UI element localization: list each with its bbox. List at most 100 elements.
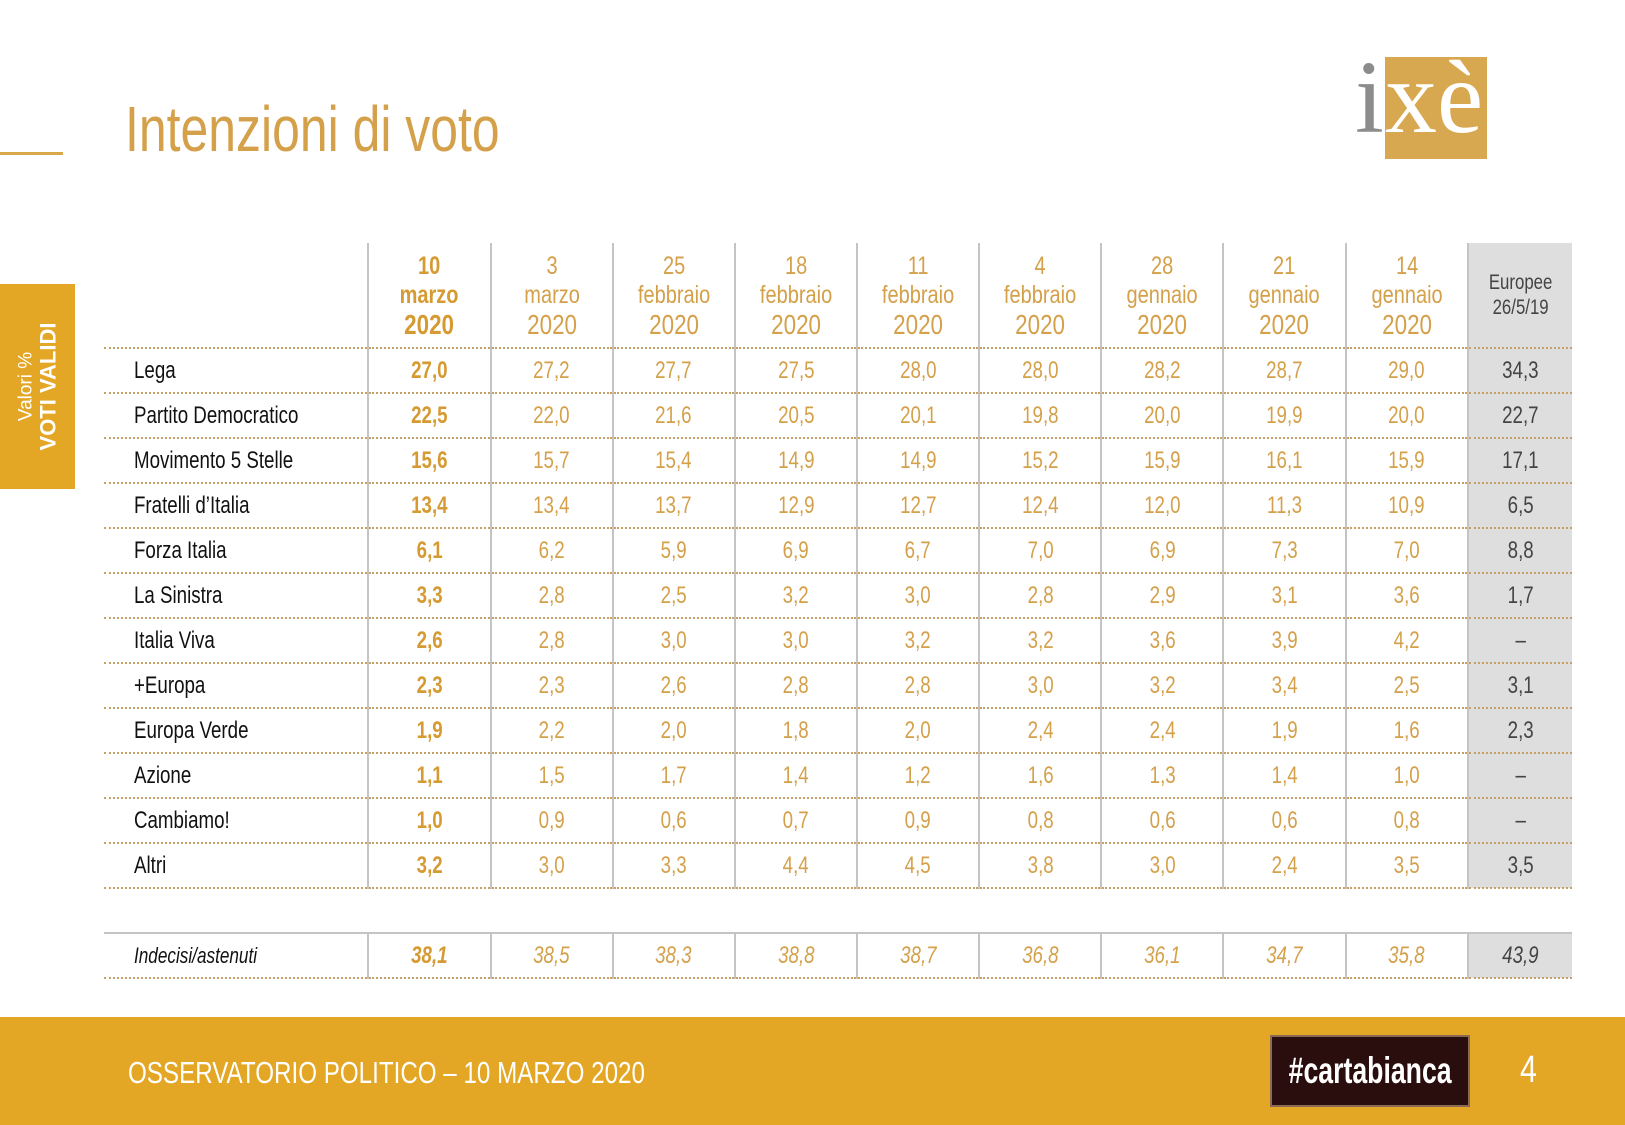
value-cell-europee: –: [1466, 798, 1572, 844]
header-party: [104, 243, 369, 349]
side-tab-line1: Valori %: [14, 351, 36, 422]
party-name: Cambiamo!: [104, 798, 369, 844]
value-cell: 3,2: [855, 618, 980, 664]
header-year: 2020: [1259, 308, 1310, 340]
undecided-row: Indecisi/astenuti 38,1 38,5 38,3 38,8 38,7 36,…: [104, 932, 1572, 979]
value-cell-current: 27,0: [367, 348, 491, 394]
value-cell-europee: 3,1: [1466, 663, 1572, 709]
value-cell-current: 38,1: [367, 932, 491, 979]
value-cell: 3,2: [733, 573, 857, 619]
value-cell: 1,2: [855, 753, 980, 799]
header-year: 2020: [770, 308, 821, 340]
value-cell: 3,0: [733, 618, 857, 664]
value-cell-current: 3,2: [367, 843, 491, 889]
value-cell: 3,4: [1222, 663, 1346, 709]
table-row: Forza Italia 6,1 6,2 5,9 6,9 6,7 7,0 6,9 7,3 7,0 8…: [104, 528, 1572, 574]
value-cell: 1,4: [733, 753, 857, 799]
table-row: Partito Democratico 22,5 22,0 21,6 20,5 20,1 1…: [104, 393, 1572, 439]
brand-text: #cartabianca: [1288, 1050, 1452, 1091]
value-cell: 2,5: [1344, 663, 1468, 709]
table-body: Lega 27,0 27,2 27,7 27,5 28,0 28,0 28,2 28,7 29,0…: [104, 348, 1572, 979]
value-cell: 28,0: [978, 348, 1102, 394]
value-cell: 10,9: [1344, 483, 1468, 529]
value-cell: 21,6: [611, 393, 735, 439]
value-cell: 36,8: [978, 932, 1102, 979]
header-month: febbraio: [759, 280, 833, 309]
header-col-1: 10 marzo 2020: [367, 243, 491, 349]
value-cell: 13,7: [611, 483, 735, 529]
value-cell-current: 2,3: [367, 663, 491, 709]
value-cell: 12,7: [855, 483, 980, 529]
value-cell: 2,9: [1100, 573, 1224, 619]
value-cell: 0,6: [611, 798, 735, 844]
value-cell: 2,2: [489, 708, 613, 754]
side-tab-line2: VOTI VALIDI: [34, 322, 60, 451]
value-cell: 3,2: [1100, 663, 1224, 709]
value-cell: 20,5: [733, 393, 857, 439]
header-year: 2020: [893, 308, 943, 340]
value-cell-current: 15,6: [367, 438, 491, 484]
table-row: Azione 1,1 1,5 1,7 1,4 1,2 1,6 1,3 1,4 1,0–: [104, 753, 1572, 799]
party-name: +Europa: [104, 663, 369, 709]
value-cell-current: 1,1: [367, 753, 491, 799]
value-cell: 0,8: [1344, 798, 1468, 844]
value-cell-europee: 8,8: [1466, 528, 1572, 574]
header-day: 25: [662, 251, 685, 280]
header-year: 2020: [1137, 308, 1188, 340]
header-year: 2020: [1015, 308, 1066, 340]
value-cell: 3,0: [489, 843, 613, 889]
value-cell: 1,0: [1344, 753, 1468, 799]
party-name: Fratelli d’Italia: [104, 483, 369, 529]
header-day: 10: [418, 251, 441, 280]
value-cell-europee: –: [1466, 618, 1572, 664]
cartabianca-logo: #cartabianca: [1270, 1035, 1470, 1107]
value-cell: 28,0: [855, 348, 980, 394]
value-cell-europee: 17,1: [1466, 438, 1572, 484]
header-year: 2020: [404, 308, 455, 340]
value-cell: 5,9: [611, 528, 735, 574]
party-name: Indecisi/astenuti: [104, 932, 369, 979]
logo-letters-xe: xè: [1385, 40, 1484, 155]
header-month: gennaio: [1126, 280, 1198, 309]
value-cell: 3,0: [1100, 843, 1224, 889]
value-cell: 2,0: [855, 708, 980, 754]
value-cell: 0,8: [978, 798, 1102, 844]
header-year: 2020: [1381, 308, 1432, 340]
value-cell: 3,9: [1222, 618, 1346, 664]
header-day: 14: [1395, 251, 1418, 280]
header-col-6: 4 febbraio 2020: [978, 243, 1102, 349]
header-row: 10 marzo 2020 3 marzo 2020 25 febbraio 2…: [104, 243, 1572, 349]
header-day: 28: [1151, 251, 1174, 280]
value-cell: 0,9: [855, 798, 980, 844]
value-cell: 34,7: [1222, 932, 1346, 979]
value-cell: 0,6: [1100, 798, 1224, 844]
value-cell: 15,9: [1100, 438, 1224, 484]
header-month: febbraio: [881, 280, 955, 309]
table-row: Italia Viva 2,6 2,8 3,0 3,0 3,2 3,2 3,6 3,9 4,2–: [104, 618, 1572, 664]
header-day: 3: [546, 251, 558, 280]
value-cell: 2,8: [489, 573, 613, 619]
spacer-row: [104, 888, 1572, 933]
value-cell: 2,8: [855, 663, 980, 709]
value-cell: 12,9: [733, 483, 857, 529]
header-col-3: 25 febbraio 2020: [611, 243, 735, 349]
value-cell: 11,3: [1222, 483, 1346, 529]
value-cell: 28,7: [1222, 348, 1346, 394]
header-col-5: 11 febbraio 2020: [855, 243, 980, 349]
header-day: 21: [1273, 251, 1296, 280]
value-cell: 1,8: [733, 708, 857, 754]
header-col-4: 18 febbraio 2020: [733, 243, 857, 349]
value-cell: 6,7: [855, 528, 980, 574]
value-cell-current: 13,4: [367, 483, 491, 529]
value-cell-europee: 34,3: [1466, 348, 1572, 394]
value-cell: 38,5: [489, 932, 613, 979]
value-cell: 36,1: [1100, 932, 1224, 979]
value-cell: 3,0: [978, 663, 1102, 709]
header-month: febbraio: [637, 280, 710, 309]
party-name: La Sinistra: [104, 573, 369, 619]
value-cell: 14,9: [855, 438, 980, 484]
value-cell: 38,8: [733, 932, 857, 979]
value-cell-europee: –: [1466, 753, 1572, 799]
value-cell: 3,1: [1222, 573, 1346, 619]
value-cell: 2,8: [733, 663, 857, 709]
